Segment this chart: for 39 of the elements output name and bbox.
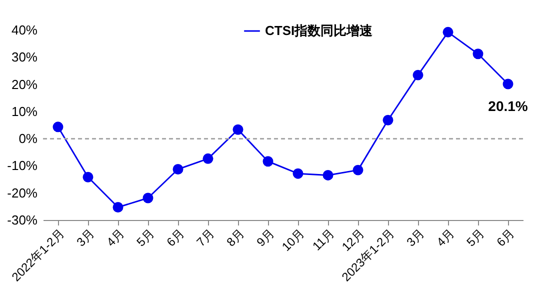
- y-tick-label: 30%: [11, 50, 38, 65]
- y-tick-label: -10%: [7, 158, 38, 174]
- x-tick-label: 6月: [164, 226, 187, 250]
- x-tick-label: 9月: [254, 226, 277, 250]
- point: [472, 48, 484, 60]
- x-tick-label: 11月: [310, 226, 337, 254]
- point: [82, 172, 94, 182]
- data-label: 20.1%: [488, 98, 528, 114]
- x-tick-label: 3月: [74, 226, 97, 250]
- point: [442, 26, 454, 38]
- x-tick-label: 6月: [494, 226, 517, 250]
- y-tick-label: 0%: [18, 131, 38, 146]
- y-tick-label: 40%: [11, 22, 38, 38]
- point: [262, 156, 274, 167]
- point: [292, 168, 304, 179]
- point: [202, 153, 214, 164]
- point: [142, 192, 154, 204]
- x-tick-label: 3月: [404, 226, 427, 250]
- x-tick-label: 10月: [279, 226, 307, 254]
- x-tick-label: 4月: [104, 226, 127, 250]
- x-tick-label: 5月: [464, 226, 487, 250]
- x-tick-label: 5月: [134, 226, 157, 250]
- point: [412, 70, 424, 80]
- x-tick-label: 4月: [434, 226, 457, 250]
- x-tick-label: 8月: [224, 226, 247, 250]
- y-tick-label: -20%: [7, 185, 38, 200]
- point: [352, 164, 364, 176]
- legend-label: CTSI指数同比增速: [265, 23, 374, 38]
- point: [52, 122, 64, 132]
- point: [172, 164, 184, 174]
- y-tick-label: -30%: [7, 212, 38, 228]
- point: [232, 124, 244, 135]
- point: [112, 202, 124, 212]
- y-tick-label: 10%: [11, 104, 38, 119]
- y-tick-label: 20%: [11, 76, 38, 92]
- point: [382, 114, 394, 126]
- point: [322, 170, 334, 180]
- point: [502, 78, 514, 90]
- x-tick-label: 7月: [194, 226, 217, 250]
